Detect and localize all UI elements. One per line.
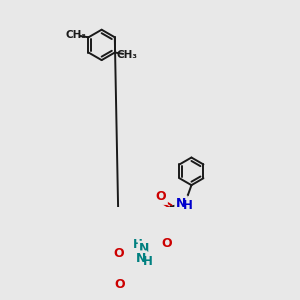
Text: O: O [161, 237, 172, 250]
Text: O: O [156, 190, 167, 203]
Text: H: H [183, 199, 193, 212]
Text: H: H [143, 255, 153, 268]
Text: H: H [133, 238, 143, 251]
Text: O: O [114, 278, 125, 291]
Text: CH₃: CH₃ [65, 30, 86, 40]
Text: N: N [139, 242, 150, 255]
Text: O: O [114, 247, 124, 260]
Text: N: N [176, 196, 186, 210]
Text: CH₃: CH₃ [117, 50, 138, 60]
Text: N: N [136, 252, 146, 265]
